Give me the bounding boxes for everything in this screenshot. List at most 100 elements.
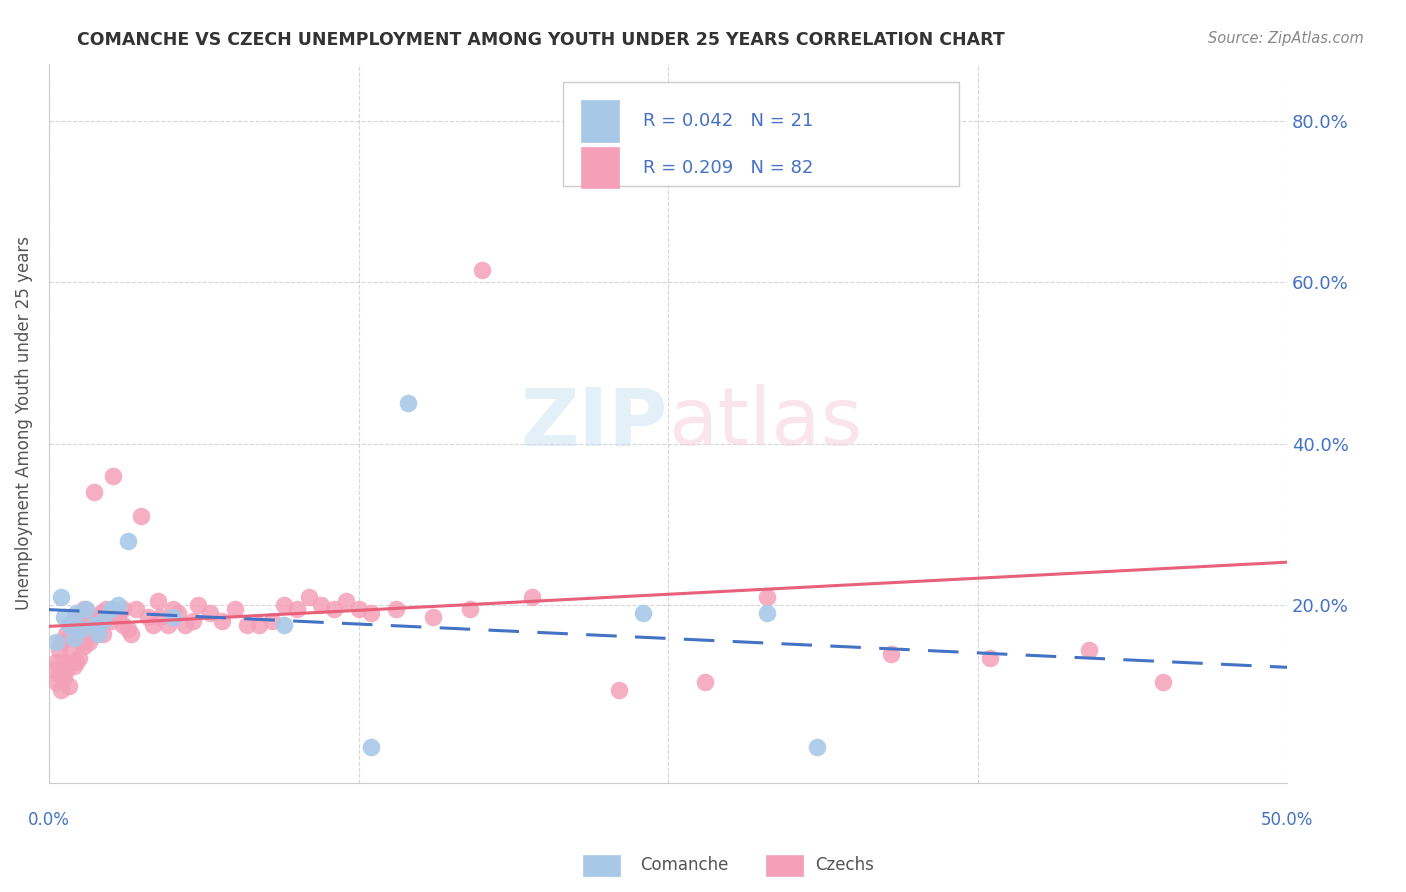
Point: [62, 658, 84, 673]
Point: [60, 618, 83, 632]
Point: [880, 647, 903, 661]
Point: [83, 623, 105, 637]
Point: [112, 618, 135, 632]
Point: [162, 602, 184, 616]
Point: [75, 602, 97, 616]
Point: [45, 634, 67, 648]
Point: [107, 599, 129, 613]
Point: [67, 618, 90, 632]
Point: [273, 599, 295, 613]
Point: [311, 599, 333, 613]
Text: 0.0%: 0.0%: [28, 811, 70, 830]
Point: [174, 618, 197, 632]
Point: [107, 610, 129, 624]
Point: [458, 602, 481, 616]
Text: ZIP: ZIP: [520, 384, 668, 462]
Point: [156, 618, 179, 632]
Point: [84, 610, 107, 624]
Point: [87, 618, 110, 632]
Point: [77, 618, 100, 632]
Point: [55, 663, 77, 677]
Text: Source: ZipAtlas.com: Source: ZipAtlas.com: [1208, 31, 1364, 46]
Point: [72, 602, 94, 616]
Point: [83, 485, 105, 500]
Point: [94, 602, 117, 616]
Point: [198, 607, 221, 621]
Point: [90, 607, 112, 621]
Point: [236, 618, 259, 632]
Point: [58, 679, 80, 693]
Text: Czechs: Czechs: [815, 856, 875, 874]
Point: [396, 396, 419, 410]
Text: R = 0.209   N = 82: R = 0.209 N = 82: [644, 159, 814, 177]
Point: [422, 610, 444, 624]
Point: [70, 634, 93, 648]
Point: [65, 655, 87, 669]
Point: [187, 599, 209, 613]
Point: [142, 618, 165, 632]
Point: [51, 683, 73, 698]
Point: [117, 623, 139, 637]
Point: [633, 607, 655, 621]
Point: [607, 683, 630, 698]
Y-axis label: Unemployment Among Youth under 25 years: Unemployment Among Youth under 25 years: [15, 236, 32, 610]
Point: [224, 602, 246, 616]
Point: [83, 618, 105, 632]
Point: [55, 626, 77, 640]
Point: [146, 594, 169, 608]
Point: [360, 607, 382, 621]
Text: R = 0.042   N = 21: R = 0.042 N = 21: [644, 112, 814, 130]
Point: [129, 509, 152, 524]
Point: [48, 642, 70, 657]
Point: [51, 590, 73, 604]
Point: [360, 739, 382, 754]
Point: [62, 623, 84, 637]
Point: [1078, 642, 1101, 657]
Point: [695, 675, 717, 690]
Point: [979, 650, 1001, 665]
Point: [181, 615, 204, 629]
Point: [384, 602, 406, 616]
Point: [120, 626, 142, 640]
Point: [249, 618, 271, 632]
Point: [806, 739, 828, 754]
Point: [58, 618, 80, 632]
Point: [322, 602, 344, 616]
Point: [756, 590, 779, 604]
Point: [93, 626, 115, 640]
Point: [347, 602, 370, 616]
Point: [211, 615, 233, 629]
Point: [335, 594, 357, 608]
Point: [166, 607, 188, 621]
Point: [52, 671, 75, 685]
Text: 50.0%: 50.0%: [1261, 811, 1313, 830]
Point: [260, 615, 283, 629]
Point: [80, 626, 103, 640]
Point: [75, 631, 97, 645]
Point: [124, 602, 146, 616]
Point: [45, 655, 67, 669]
Point: [58, 631, 80, 645]
Point: [285, 602, 308, 616]
Point: [48, 666, 70, 681]
Point: [744, 170, 766, 185]
Point: [756, 607, 779, 621]
Point: [112, 602, 135, 616]
Point: [77, 634, 100, 648]
Point: [149, 610, 172, 624]
Point: [65, 610, 87, 624]
Point: [67, 650, 90, 665]
Point: [51, 634, 73, 648]
Point: [75, 607, 97, 621]
Point: [70, 607, 93, 621]
Point: [60, 647, 83, 661]
Text: COMANCHE VS CZECH UNEMPLOYMENT AMONG YOUTH UNDER 25 YEARS CORRELATION CHART: COMANCHE VS CZECH UNEMPLOYMENT AMONG YOU…: [77, 31, 1005, 49]
Point: [100, 615, 122, 629]
Text: atlas: atlas: [668, 384, 862, 462]
Point: [1152, 675, 1174, 690]
Bar: [581, 146, 619, 188]
Point: [93, 615, 115, 629]
Bar: [562, 82, 959, 186]
Point: [520, 590, 543, 604]
Point: [87, 626, 110, 640]
